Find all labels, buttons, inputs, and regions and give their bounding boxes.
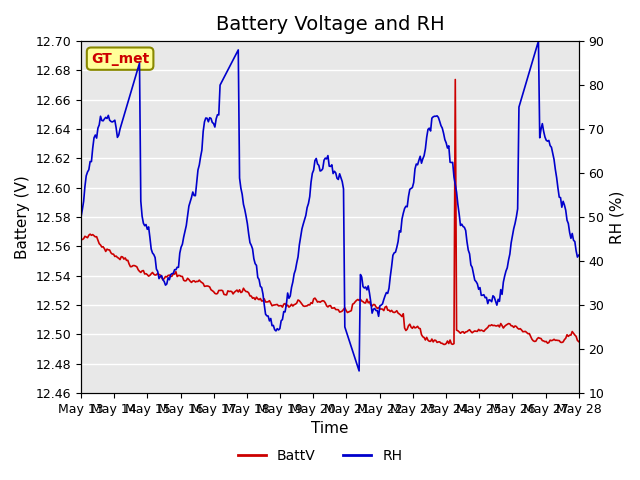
- Line: BattV: BattV: [81, 80, 579, 345]
- RH: [355, 368, 363, 374]
- Line: RH: RH: [81, 41, 579, 371]
- Text: GT_met: GT_met: [91, 52, 149, 66]
- BattV: [77, 236, 85, 242]
- Y-axis label: RH (%): RH (%): [610, 191, 625, 244]
- BattV: [451, 77, 459, 83]
- X-axis label: Time: Time: [311, 421, 349, 436]
- Legend: BattV, RH: BattV, RH: [232, 443, 408, 468]
- RH: [508, 240, 515, 246]
- RH: [333, 175, 341, 181]
- BattV: [575, 339, 582, 345]
- BattV: [441, 342, 449, 348]
- BattV: [509, 323, 516, 329]
- RH: [109, 119, 117, 124]
- BattV: [333, 307, 341, 312]
- RH: [433, 113, 441, 119]
- BattV: [109, 251, 117, 257]
- RH: [573, 254, 581, 260]
- BattV: [573, 337, 581, 343]
- RH: [534, 38, 542, 44]
- BattV: [432, 337, 440, 343]
- RH: [94, 125, 102, 131]
- BattV: [94, 238, 102, 243]
- Title: Battery Voltage and RH: Battery Voltage and RH: [216, 15, 444, 34]
- RH: [77, 214, 85, 220]
- RH: [575, 252, 582, 258]
- Y-axis label: Battery (V): Battery (V): [15, 175, 30, 259]
